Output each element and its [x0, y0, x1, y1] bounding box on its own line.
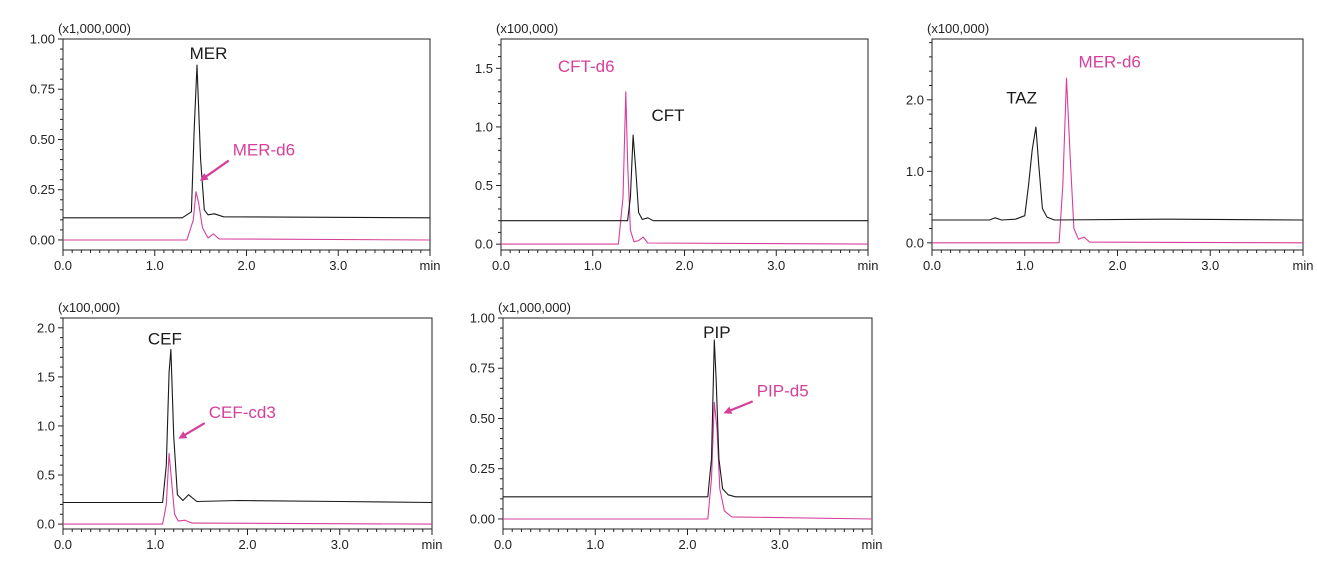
annotation-arrow — [723, 400, 754, 414]
x-unit-label: min — [858, 258, 879, 273]
y-tick-label: 0.00 — [470, 511, 495, 526]
x-tick-label: 2.0 — [678, 537, 696, 552]
x-tick-label: 3.0 — [329, 258, 347, 273]
peak-label-mer: MER — [190, 44, 228, 63]
trace-cft — [501, 134, 868, 222]
y-multiplier-label: (x100,000) — [927, 21, 989, 36]
x-tick-label: 2.0 — [1108, 258, 1126, 273]
x-unit-label: min — [422, 537, 443, 552]
x-tick-label: 0.0 — [494, 537, 512, 552]
y-multiplier-label: (x100,000) — [58, 300, 120, 315]
y-tick-label: 0.75 — [30, 82, 55, 97]
y-tick-label: 1.0 — [906, 164, 924, 179]
y-tick-label: 1.0 — [475, 119, 493, 134]
y-tick-label: 2.0 — [37, 320, 55, 335]
trace-taz — [932, 126, 1304, 221]
plot-frame — [500, 38, 869, 251]
y-tick-label: 0.75 — [470, 361, 495, 376]
y-multiplier-label: (x1,000,000) — [498, 300, 571, 315]
chart-panel-2: 0.0 0.5 1.0 1.5 0.0 1.0 2.0 3.0 min (x100,000) CFT… — [475, 21, 879, 273]
trace-mer-d6 — [63, 191, 431, 241]
peak-label-cef-cd3: CEF-cd3 — [209, 403, 276, 422]
annotation-arrow — [178, 422, 206, 439]
trace-cef — [63, 348, 433, 504]
y-tick-label: 0.25 — [30, 182, 55, 197]
x-tick-label: 3.0 — [767, 258, 785, 273]
peak-label-taz: TAZ — [1006, 88, 1037, 107]
x-tick-label: 2.0 — [238, 537, 256, 552]
y-tick-label: 1.5 — [475, 61, 493, 76]
peak-label-cef: CEF — [148, 329, 182, 348]
x-tick-label: 0.0 — [923, 258, 941, 273]
y-tick-label: 0.0 — [37, 517, 55, 532]
trace-cft-d6 — [501, 91, 869, 245]
x-tick-label: 2.0 — [675, 258, 693, 273]
chart-panel-4: 0.0 0.5 1.0 1.5 2.0 0.0 1.0 2.0 3.0 min (x100,000)… — [37, 300, 443, 552]
x-unit-label: min — [862, 537, 883, 552]
annotation-arrow — [199, 159, 230, 181]
x-tick-label: 3.0 — [331, 537, 349, 552]
y-tick-label: 1.00 — [30, 32, 55, 47]
y-tick-label: 1.00 — [470, 311, 495, 326]
trace-mer — [63, 64, 431, 219]
x-tick-label: 1.0 — [584, 258, 602, 273]
x-tick-label: 3.0 — [771, 537, 789, 552]
x-unit-label: min — [420, 258, 441, 273]
peak-label-cft-d6: CFT-d6 — [558, 57, 615, 76]
x-tick-label: 2.0 — [237, 258, 255, 273]
plot-frame — [62, 317, 433, 530]
chart-panel-3: 0.0 1.0 2.0 0.0 1.0 2.0 3.0 min (x100,000) TAZ MER… — [906, 21, 1314, 273]
y-multiplier-label: (x100,000) — [496, 21, 558, 36]
peak-label-mer-d6: MER-d6 — [233, 141, 295, 160]
x-tick-label: 0.0 — [54, 258, 72, 273]
y-tick-label: 0.0 — [475, 237, 493, 252]
trace-mer-d6 — [932, 77, 1304, 244]
peak-label-pip-d5: PIP-d5 — [757, 381, 809, 400]
trace-cef-cd3 — [63, 452, 433, 525]
x-tick-label: 3.0 — [1201, 258, 1219, 273]
y-tick-label: 0.50 — [30, 132, 55, 147]
y-tick-label: 0.5 — [37, 468, 55, 483]
x-tick-label: 1.0 — [1016, 258, 1034, 273]
y-tick-label: 2.0 — [906, 92, 924, 107]
x-tick-label: 1.0 — [586, 537, 604, 552]
trace-pip-d5 — [503, 401, 873, 520]
peak-label-mer-d6: MER-d6 — [1079, 53, 1141, 72]
trace-pip — [503, 339, 872, 498]
peak-label-cft: CFT — [651, 106, 684, 125]
plot-frame — [502, 317, 873, 530]
x-tick-label: 0.0 — [54, 537, 72, 552]
y-tick-label: 0.5 — [475, 178, 493, 193]
x-tick-label: 0.0 — [492, 258, 510, 273]
chart-panel-5: 0.00 0.25 0.50 0.75 1.00 0.0 1.0 2.0 3.0 min (x1,0… — [470, 300, 883, 552]
y-tick-label: 0.0 — [906, 235, 924, 250]
y-tick-label: 0.25 — [470, 461, 495, 476]
y-tick-label: 0.50 — [470, 411, 495, 426]
y-tick-label: 1.0 — [37, 418, 55, 433]
peak-label-pip: PIP — [703, 323, 730, 342]
x-tick-label: 1.0 — [146, 537, 164, 552]
y-tick-label: 1.5 — [37, 369, 55, 384]
y-multiplier-label: (x1,000,000) — [58, 21, 131, 36]
x-unit-label: min — [1293, 258, 1314, 273]
y-tick-label: 0.00 — [30, 232, 55, 247]
x-tick-label: 1.0 — [146, 258, 164, 273]
chart-panel-1: 0.00 0.25 0.50 0.75 1.00 0.0 1.0 2.0 3.0 min (x1,0… — [30, 21, 441, 273]
